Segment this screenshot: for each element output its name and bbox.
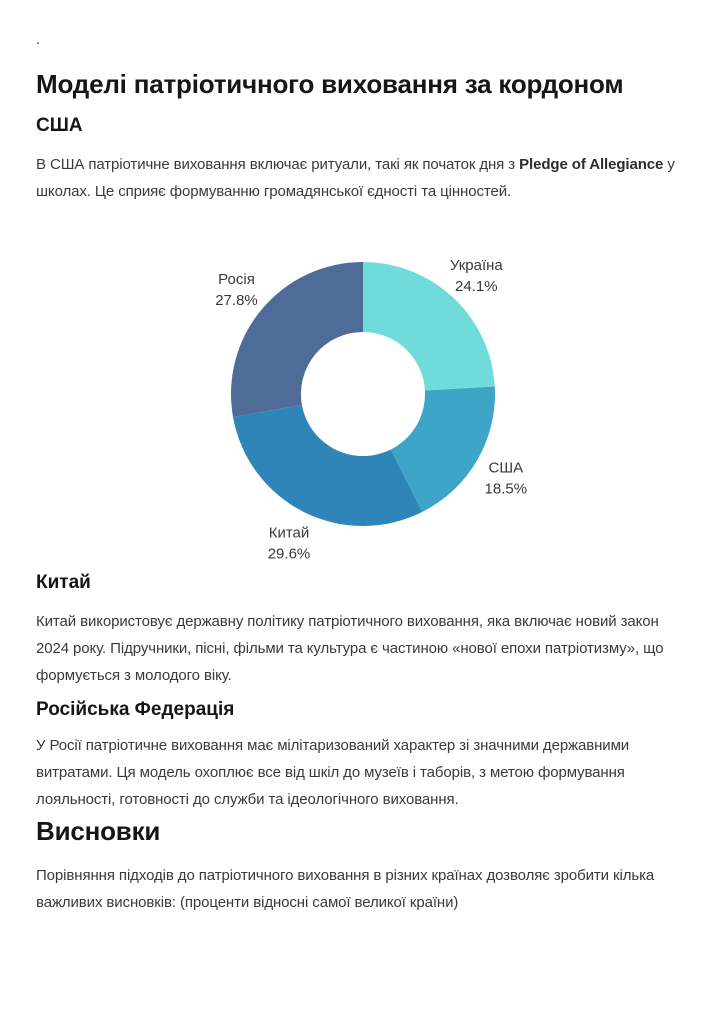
pie-slice-1 — [390, 386, 496, 512]
pie-slice-3 — [231, 262, 363, 418]
pie-slice-label-3: Росія 27.8% — [215, 271, 258, 309]
paragraph-usa-text-after: у школах. Це сприяє формуванню громадянс… — [36, 156, 675, 200]
paragraph-usa: В США патріотичне виховання включає риту… — [36, 151, 688, 205]
paragraph-china: Китай використовує державну політику пат… — [36, 613, 664, 684]
pie-slice-label-0: Україна 24.1% — [450, 257, 504, 295]
leading-dot: . — [36, 31, 41, 48]
paragraph-usa-text-before: В США патріотичне виховання включає риту… — [36, 156, 520, 173]
section-heading-china: Китай — [36, 572, 91, 593]
donut-chart: Україна 24.1% США 18.5% Китай 29.6% Росія 27.8% — [36, 229, 688, 569]
donut-chart-svg: Україна 24.1% США 18.5% Китай 29.6% Росія 27.8% — [215, 257, 528, 563]
page-title: Моделі патріотичного виховання за кордон… — [36, 69, 624, 99]
pie-slice-label-1: США 18.5% — [485, 460, 528, 498]
paragraph-russia: У Росії патріотичне виховання має міліта… — [36, 737, 630, 808]
section-heading-russia: Російська Федерація — [36, 699, 235, 720]
section-heading-usa: США — [36, 115, 83, 136]
paragraph-conclusions: Порівняння підходів до патріотичного вих… — [36, 867, 655, 911]
pie-slice-label-2: Китай 29.6% — [268, 525, 311, 563]
pie-slice-0 — [363, 262, 495, 391]
paragraph-usa-bold-phrase: Pledge of Allegiance — [519, 156, 664, 173]
pie-slice-2 — [233, 404, 423, 527]
conclusions-heading: Висновки — [36, 816, 161, 846]
